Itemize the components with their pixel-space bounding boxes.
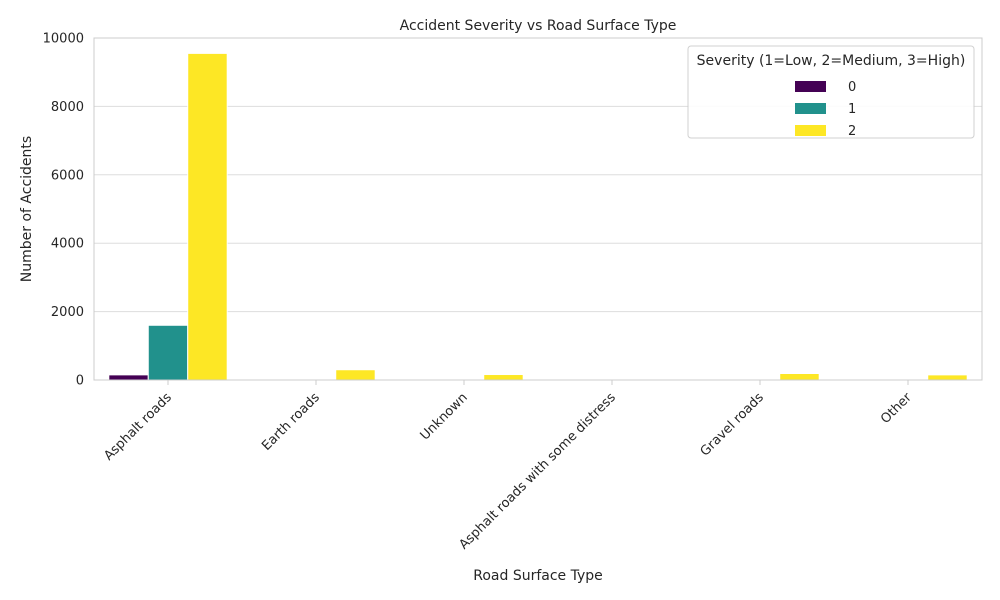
bar-series-2-1 xyxy=(335,369,376,381)
legend-label-1: 1 xyxy=(848,102,856,117)
plot-area-frame xyxy=(93,37,983,381)
y-tick-label: 0 xyxy=(76,374,84,389)
bar-series-2-0 xyxy=(187,52,228,381)
y-tick-label: 8000 xyxy=(51,100,84,115)
legend-title: Severity (1=Low, 2=Medium, 3=High) xyxy=(697,53,966,69)
legend-swatch-1 xyxy=(795,103,826,114)
x-axis-label: Road Surface Type xyxy=(473,568,603,584)
legend-box xyxy=(687,45,975,139)
legend-swatch-0 xyxy=(795,81,826,92)
chart-title: Accident Severity vs Road Surface Type xyxy=(400,18,677,34)
legend-label-0: 0 xyxy=(848,80,856,95)
bar-series-1-0 xyxy=(147,324,189,381)
bar-series-0-0 xyxy=(108,374,149,381)
y-axis-label: Number of Accidents xyxy=(19,136,35,282)
y-tick-label: 4000 xyxy=(51,237,84,252)
legend-label-2: 2 xyxy=(848,124,856,139)
y-axis-ticks: 0 2000 4000 6000 8000 10000 xyxy=(43,32,84,389)
legend: Severity (1=Low, 2=Medium, 3=High) 0 1 2 xyxy=(687,45,975,139)
y-tick-label: 6000 xyxy=(51,168,84,183)
bar-series-2-2 xyxy=(483,374,524,381)
legend-swatch-2 xyxy=(795,125,826,136)
bar-series-2-4 xyxy=(779,373,820,381)
bar-series-2-5 xyxy=(927,374,968,381)
y-tick-label: 10000 xyxy=(43,32,84,47)
y-tick-label: 2000 xyxy=(51,305,84,320)
